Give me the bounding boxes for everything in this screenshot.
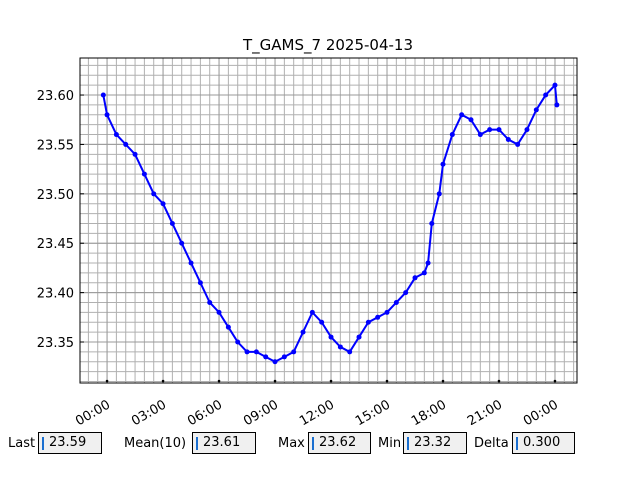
marker [384, 309, 390, 315]
marker [188, 260, 194, 266]
marker [104, 112, 110, 118]
marker [160, 201, 166, 207]
marker [235, 339, 241, 345]
marker [123, 141, 129, 147]
marker [524, 127, 530, 133]
marker [487, 127, 493, 133]
x-tick-label: 09:00 [241, 397, 281, 425]
marker [291, 349, 297, 355]
stat-field[interactable]: 23.32 [403, 432, 467, 454]
marker [263, 354, 269, 360]
marker [356, 334, 362, 340]
stat-field[interactable]: 23.59 [38, 432, 102, 454]
y-tick-label: 23.45 [37, 237, 74, 252]
x-tick-label: 00:00 [73, 397, 113, 425]
marker [300, 329, 306, 335]
x-tick [273, 379, 277, 383]
x-tick [105, 379, 109, 383]
marker [253, 349, 259, 355]
marker [403, 290, 409, 296]
y-tick-label: 23.60 [37, 89, 74, 104]
marker [281, 354, 287, 360]
marker [100, 92, 106, 98]
x-tick-label: 00:00 [521, 397, 561, 425]
marker [554, 102, 560, 108]
marker [436, 191, 442, 197]
x-tick-label: 06:00 [185, 397, 225, 425]
marker [216, 309, 222, 315]
marker [141, 171, 147, 177]
chart-title: T_GAMS_7 2025-04-13 [242, 36, 413, 55]
marker [272, 359, 278, 365]
marker [533, 107, 539, 113]
x-tick-label: 21:00 [465, 397, 505, 425]
x-tick-label: 12:00 [297, 397, 337, 425]
marker [207, 299, 213, 305]
marker [412, 275, 418, 281]
marker [132, 151, 138, 157]
x-tick [161, 379, 165, 383]
x-tick [217, 379, 221, 383]
marker [365, 319, 371, 325]
marker [477, 132, 483, 138]
stat-label: Mean(10) [124, 436, 187, 451]
marker [197, 280, 203, 286]
marker [543, 92, 549, 98]
marker [421, 270, 427, 276]
chart: T_GAMS_7 2025-04-13 23.35 23.40 23.45 23.50… [37, 36, 578, 425]
marker [425, 260, 431, 266]
marker [309, 309, 315, 315]
stat-field[interactable]: 23.61 [192, 432, 256, 454]
marker [113, 132, 119, 138]
marker [468, 117, 474, 123]
stat-field[interactable]: 23.62 [308, 432, 371, 454]
stat-label: Max [278, 436, 305, 451]
x-tick-label: 18:00 [409, 397, 449, 425]
marker [328, 334, 334, 340]
stat-field[interactable]: 0.300 [512, 432, 575, 454]
x-tick-label: 15:00 [353, 397, 393, 425]
stat-label: Last [8, 436, 36, 451]
marker [337, 344, 343, 350]
y-tick-label: 23.40 [37, 287, 74, 302]
marker [459, 112, 465, 118]
marker [375, 314, 381, 320]
marker [449, 132, 455, 138]
x-tick [497, 379, 501, 383]
x-tick [385, 379, 389, 383]
stat-label: Delta [474, 436, 509, 451]
marker [393, 299, 399, 305]
marker [169, 220, 175, 226]
marker [440, 161, 446, 167]
x-tick [553, 379, 557, 383]
marker [347, 349, 353, 355]
plot-frame [79, 57, 578, 384]
marker [496, 127, 502, 133]
marker [505, 136, 511, 142]
y-tick-label: 23.35 [37, 336, 74, 351]
marker [429, 220, 435, 226]
x-tick [441, 379, 445, 383]
marker [552, 82, 558, 88]
stat-label: Min [378, 436, 402, 451]
marker [244, 349, 250, 355]
marker [515, 141, 521, 147]
y-tick-label: 23.55 [37, 138, 74, 153]
marker [225, 324, 231, 330]
marker [179, 240, 185, 246]
x-tick [329, 379, 333, 383]
marker [319, 319, 325, 325]
marker [151, 191, 157, 197]
x-tick-label: 03:00 [129, 397, 169, 425]
y-tick-label: 23.50 [37, 188, 74, 203]
